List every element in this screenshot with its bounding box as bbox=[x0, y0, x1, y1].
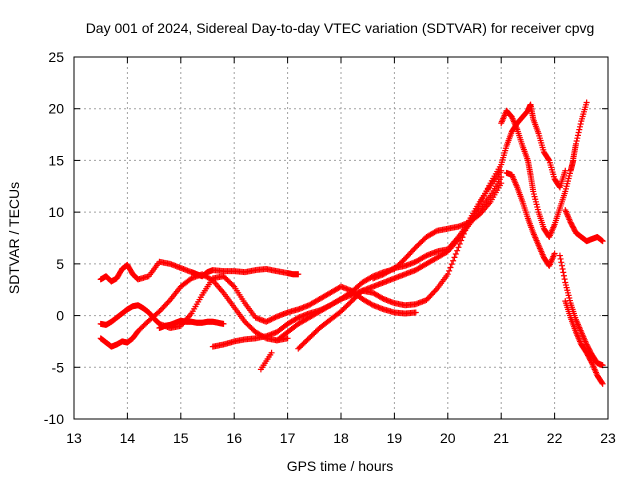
x-tick-label: 13 bbox=[66, 430, 82, 446]
data-point bbox=[574, 132, 581, 139]
series-track-l bbox=[562, 207, 606, 245]
x-tick-label: 14 bbox=[120, 430, 136, 446]
data-points bbox=[97, 99, 606, 387]
series-track-j bbox=[503, 169, 558, 269]
data-point bbox=[558, 262, 565, 269]
data-point bbox=[368, 301, 375, 308]
series-track-f bbox=[273, 173, 505, 344]
series-isolated bbox=[257, 349, 275, 373]
data-point bbox=[422, 253, 429, 260]
data-point bbox=[447, 264, 454, 271]
data-point bbox=[268, 349, 275, 356]
data-point bbox=[599, 238, 606, 245]
data-point bbox=[450, 257, 457, 264]
data-point bbox=[272, 314, 279, 321]
y-tick-label: 20 bbox=[48, 101, 64, 117]
x-tick-label: 21 bbox=[493, 430, 509, 446]
data-point bbox=[562, 167, 569, 174]
data-point bbox=[379, 295, 386, 302]
y-tick-label: 25 bbox=[48, 49, 64, 65]
axis-ticks: 13 14 15 16 17 18 19 20 21 22 23 -10 -5 0 5 10 15 20 25 bbox=[44, 49, 616, 446]
data-point bbox=[556, 252, 563, 259]
data-point bbox=[452, 251, 459, 258]
data-point bbox=[572, 140, 579, 147]
data-point bbox=[263, 318, 270, 325]
x-tick-label: 22 bbox=[547, 430, 563, 446]
data-point bbox=[295, 271, 302, 278]
data-point bbox=[412, 309, 419, 316]
series-track-n bbox=[562, 298, 606, 387]
series-track-c bbox=[97, 271, 291, 350]
data-point bbox=[577, 120, 584, 127]
data-point bbox=[561, 276, 568, 283]
data-point bbox=[576, 123, 583, 130]
data-point bbox=[557, 255, 564, 262]
x-tick-label: 19 bbox=[387, 430, 403, 446]
data-point bbox=[358, 289, 365, 296]
data-point bbox=[599, 380, 606, 387]
data-point bbox=[545, 156, 552, 163]
data-point bbox=[560, 272, 567, 279]
data-point bbox=[284, 335, 291, 342]
data-point bbox=[551, 250, 558, 257]
data-point bbox=[575, 129, 582, 136]
series-track-k bbox=[570, 99, 590, 162]
data-point bbox=[264, 318, 271, 325]
x-tick-label: 20 bbox=[440, 430, 456, 446]
data-point bbox=[574, 135, 581, 142]
x-tick-label: 17 bbox=[280, 430, 296, 446]
data-point bbox=[432, 228, 439, 235]
series-track-d bbox=[156, 317, 227, 331]
y-tick-label: 10 bbox=[48, 204, 64, 220]
data-point bbox=[336, 296, 343, 303]
data-point bbox=[588, 358, 595, 365]
x-tick-label: 23 bbox=[600, 430, 616, 446]
grid bbox=[74, 57, 608, 419]
x-tick-label: 15 bbox=[173, 430, 189, 446]
data-point bbox=[454, 247, 461, 254]
data-point bbox=[455, 244, 462, 251]
data-point bbox=[456, 240, 463, 247]
data-point bbox=[265, 317, 272, 324]
y-tick-label: 0 bbox=[56, 308, 64, 324]
data-point bbox=[269, 315, 276, 322]
data-point bbox=[451, 254, 458, 261]
series-track-h bbox=[370, 101, 569, 282]
data-point bbox=[293, 315, 300, 322]
data-point bbox=[573, 138, 580, 145]
series-track-e bbox=[209, 180, 505, 350]
chart-title: Day 001 of 2024, Sidereal Day-to-day VTE… bbox=[86, 20, 595, 36]
data-point bbox=[268, 316, 275, 323]
y-axis-label: SDTVAR / TECUs bbox=[6, 182, 22, 294]
series-track-i bbox=[498, 107, 577, 240]
y-tick-label: 15 bbox=[48, 152, 64, 168]
series-track-m bbox=[556, 252, 606, 369]
y-tick-label: 5 bbox=[56, 256, 64, 272]
data-point bbox=[220, 320, 227, 327]
y-tick-label: -5 bbox=[52, 359, 65, 375]
data-point bbox=[583, 99, 590, 106]
y-tick-label: -10 bbox=[44, 411, 64, 427]
data-point bbox=[448, 261, 455, 268]
x-tick-label: 18 bbox=[333, 430, 349, 446]
data-point bbox=[446, 267, 453, 274]
series-track-g bbox=[295, 167, 505, 352]
x-tick-label: 16 bbox=[226, 430, 242, 446]
data-point bbox=[390, 265, 397, 272]
x-axis-label: GPS time / hours bbox=[287, 458, 394, 474]
data-point bbox=[400, 256, 407, 263]
data-point bbox=[229, 282, 236, 289]
data-point bbox=[559, 266, 566, 273]
data-point bbox=[560, 269, 567, 276]
data-point bbox=[267, 316, 274, 323]
data-point bbox=[458, 237, 465, 244]
data-point bbox=[556, 183, 563, 190]
data-point bbox=[444, 271, 451, 278]
data-point bbox=[558, 259, 565, 266]
series-track-a bbox=[97, 258, 302, 285]
data-point bbox=[271, 314, 278, 321]
data-point bbox=[598, 379, 605, 386]
data-point bbox=[576, 126, 583, 133]
